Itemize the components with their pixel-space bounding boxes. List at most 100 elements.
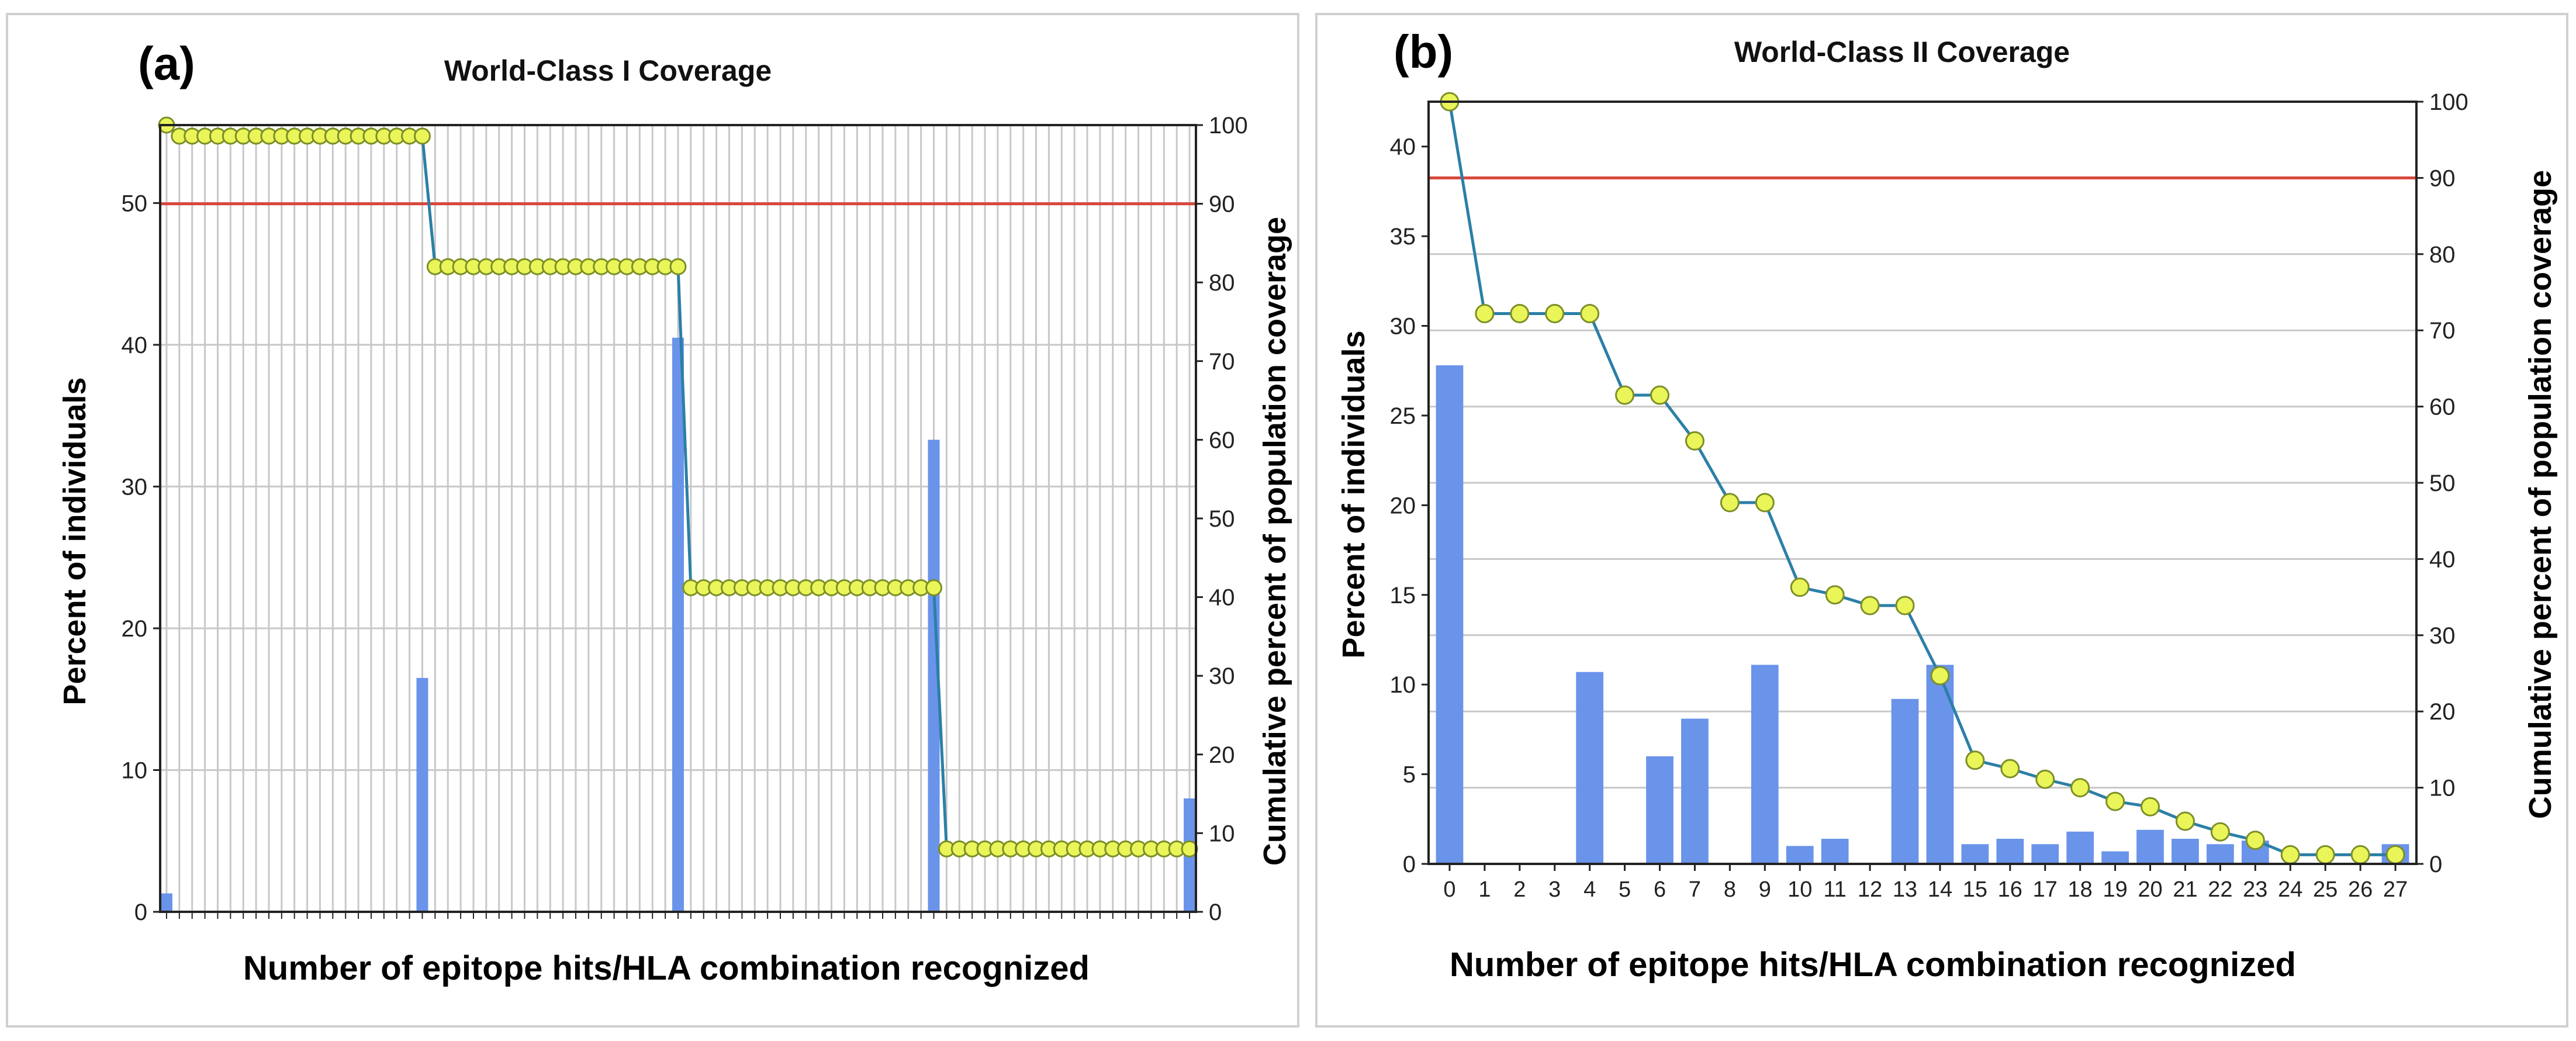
y2-tick-label: 50	[1209, 506, 1235, 532]
x-axis-label-b: Number of epitope hits/HLA combination r…	[1450, 946, 2296, 984]
cumulative-point	[1965, 751, 1985, 770]
y2-tick-label: 40	[2429, 547, 2456, 572]
cumulative-point	[1790, 577, 1810, 597]
bars-a	[160, 337, 1196, 912]
y2-tick-label: 90	[2429, 165, 2456, 191]
bar	[1576, 672, 1604, 864]
y2-tick-label: 60	[1209, 427, 1235, 453]
x-tick-label: 16	[1998, 877, 2022, 902]
x-tick-label: 27	[2383, 877, 2408, 902]
cumulative-point	[2315, 845, 2335, 864]
chart-b-svg: 0 1 2 3 4 5 6 7 8 9 10 11 12 13 14 15 16 17 18 19 20 21 22 23 24…	[1336, 26, 2558, 984]
bar	[2172, 839, 2199, 864]
y2-tick-label: 10	[1209, 821, 1235, 846]
cumulative-point	[2385, 845, 2405, 864]
cumulative-point	[1895, 596, 1915, 615]
bar	[1646, 756, 1673, 864]
x-tick-label: 5	[1619, 877, 1631, 902]
x-tick-label: 12	[1858, 877, 1882, 902]
y-tick-label: 40	[1390, 134, 1416, 160]
cumulative-line-b	[1440, 92, 2405, 864]
cumulative-point	[2000, 759, 2020, 779]
y2-tick-label: 0	[1209, 900, 1222, 925]
bar	[1891, 698, 1919, 864]
ticks-b: 0 1 2 3 4 5 6 7 8 9 10 11 12 13 14 15 16 17 18 19 20 21 22 23 24…	[1390, 89, 2468, 902]
y-tick-label: 50	[122, 191, 148, 216]
x-tick-label: 2	[1513, 877, 1526, 902]
x-tick-label: 21	[2173, 877, 2197, 902]
bar	[2031, 844, 2059, 864]
x-tick-label: 4	[1583, 877, 1596, 902]
panel-label-b: (b)	[1394, 26, 1453, 78]
x-tick-label: 3	[1548, 877, 1561, 902]
y2-tick-label: 60	[2429, 395, 2456, 420]
x-tick-label: 6	[1654, 877, 1666, 902]
x-tick-label: 7	[1689, 877, 1701, 902]
panel-a: 0 10 20 30 40 50 0 10 20 30 40 50 60 70 80 90 100 (a) Wo…	[6, 13, 1299, 1028]
cumulative-point	[2245, 831, 2265, 850]
y-axis-label-b: Percent of individuals	[1336, 330, 1371, 658]
y2-tick-label: 10	[2429, 776, 2456, 801]
cumulative-point	[2210, 822, 2230, 842]
cumulative-point	[1685, 431, 1704, 451]
cumulative-point	[1181, 840, 1198, 857]
y2-axis-label-a: Cumulative percent of population coverag…	[1257, 217, 1292, 866]
x-tick-label: 11	[1823, 877, 1846, 902]
y-axis-label-a: Percent of individuals	[57, 377, 92, 705]
y-tick-label: 30	[1390, 314, 1416, 340]
y2-tick-label: 70	[2429, 318, 2456, 344]
cumulative-point	[1475, 304, 1495, 324]
bar	[1681, 718, 1709, 864]
cumulative-point	[1615, 385, 1635, 405]
y2-tick-label: 40	[1209, 585, 1235, 611]
cumulative-point	[1580, 304, 1600, 324]
bar	[2101, 851, 2129, 864]
cumulative-point	[2350, 845, 2370, 864]
cumulative-point	[1930, 666, 1950, 686]
bar	[416, 677, 428, 912]
x-tick-label: 20	[2138, 877, 2162, 902]
cumulative-point	[2035, 769, 2055, 789]
grid-b	[1429, 176, 2416, 789]
y2-tick-label: 30	[1209, 663, 1235, 689]
bar	[1961, 844, 1989, 864]
y-tick-label: 20	[1390, 493, 1416, 518]
y2-tick-label: 70	[1209, 349, 1235, 375]
y-tick-label: 30	[122, 474, 148, 500]
y-tick-label: 0	[1403, 852, 1416, 877]
cumulative-point	[2105, 791, 2125, 811]
cumulative-point	[925, 579, 943, 596]
cumulative-point	[1825, 585, 1845, 605]
cumulative-point	[669, 258, 687, 275]
y2-tick-label: 80	[1209, 270, 1235, 296]
y2-tick-label: 30	[2429, 623, 2456, 649]
chart-a-svg: 0 10 20 30 40 50 0 10 20 30 40 50 60 70 80 90 100 (a) Wo…	[57, 37, 1292, 987]
bar	[1751, 665, 1779, 864]
x-tick-label: 8	[1724, 877, 1736, 902]
cumulative-point	[2175, 811, 2195, 831]
cumulative-point	[2141, 797, 2160, 817]
bar	[2207, 844, 2234, 864]
y-tick-label: 25	[1390, 403, 1416, 429]
y-tick-label: 40	[122, 333, 148, 358]
x-tick-label: 13	[1893, 877, 1917, 902]
panel-b: 0 1 2 3 4 5 6 7 8 9 10 11 12 13 14 15 16 17 18 19 20 21 22 23 24…	[1315, 13, 2568, 1028]
y-tick-label: 0	[134, 900, 147, 925]
y2-tick-label: 20	[1209, 742, 1235, 768]
bar	[2066, 831, 2094, 864]
x-tick-label: 26	[2348, 877, 2373, 902]
cumulative-line	[1448, 101, 2396, 856]
x-tick-label: 19	[2103, 877, 2127, 902]
bar	[2136, 829, 2164, 864]
cumulative-point	[2280, 845, 2300, 864]
y-tick-label: 15	[1390, 583, 1416, 608]
bar	[1926, 665, 1954, 864]
bars-b	[1436, 365, 2409, 864]
y-tick-label: 5	[1403, 762, 1416, 788]
bar	[1996, 839, 2024, 864]
cumulative-point	[1510, 304, 1530, 324]
bar	[1436, 365, 1464, 864]
y2-tick-label: 100	[1209, 113, 1248, 139]
x-tick-label: 14	[1928, 877, 1952, 902]
x-tick-label: 25	[2313, 877, 2338, 902]
